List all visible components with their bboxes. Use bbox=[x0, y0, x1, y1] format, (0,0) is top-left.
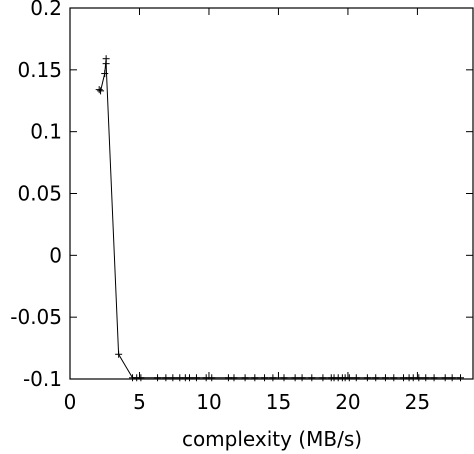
data-point bbox=[280, 374, 288, 382]
data-point bbox=[115, 350, 123, 358]
data-point bbox=[230, 374, 238, 382]
data-point bbox=[261, 374, 269, 382]
x-tick-label: 0 bbox=[64, 390, 77, 414]
data-point bbox=[441, 374, 449, 382]
x-tick-label: 15 bbox=[266, 390, 291, 414]
data-point bbox=[192, 374, 200, 382]
data-point bbox=[137, 374, 145, 382]
data-point bbox=[101, 70, 109, 78]
data-point bbox=[162, 374, 170, 382]
y-tick-label: -0.1 bbox=[23, 367, 62, 391]
series-line bbox=[98, 58, 461, 379]
y-tick-label: 0.15 bbox=[17, 58, 62, 82]
data-point bbox=[251, 374, 259, 382]
data-point bbox=[381, 374, 389, 382]
data-point bbox=[291, 374, 299, 382]
data-point bbox=[415, 374, 423, 382]
data-point bbox=[169, 374, 177, 382]
data-point bbox=[308, 374, 316, 382]
data-point bbox=[186, 374, 194, 382]
data-point bbox=[352, 374, 360, 382]
plot-frame bbox=[69, 7, 474, 380]
data-point bbox=[241, 374, 249, 382]
data-point bbox=[319, 374, 327, 382]
x-tick-label: 25 bbox=[405, 390, 430, 414]
data-point bbox=[363, 374, 371, 382]
y-tick-label: 0.1 bbox=[30, 120, 62, 144]
x-tick-label: 20 bbox=[335, 390, 360, 414]
y-axis: 0.2 0.15 0.1 0.05 0 -0.05 -0.1 bbox=[10, 0, 473, 391]
y-tick-label: 0.2 bbox=[30, 0, 62, 20]
y-tick-label: -0.05 bbox=[10, 305, 62, 329]
data-point bbox=[422, 374, 430, 382]
data-point bbox=[97, 87, 105, 95]
data-point bbox=[390, 374, 398, 382]
data-point bbox=[95, 86, 103, 94]
x-axis-label: complexity (MB/s) bbox=[182, 427, 362, 451]
data-point bbox=[372, 374, 380, 382]
x-axis: 0 5 10 15 20 25 bbox=[64, 8, 430, 414]
data-point bbox=[298, 374, 306, 382]
y-tick-label: 0.05 bbox=[17, 182, 62, 206]
data-point bbox=[269, 374, 277, 382]
x-tick-label: 10 bbox=[196, 390, 221, 414]
data-point bbox=[102, 60, 110, 68]
data-point bbox=[208, 374, 216, 382]
x-tick-label: 5 bbox=[133, 390, 146, 414]
data-point bbox=[154, 374, 162, 382]
series-group bbox=[95, 55, 464, 382]
y-tick-label: 0 bbox=[49, 243, 62, 267]
data-point bbox=[448, 374, 456, 382]
data-point bbox=[345, 374, 353, 382]
data-point bbox=[430, 374, 438, 382]
data-point bbox=[456, 374, 464, 382]
